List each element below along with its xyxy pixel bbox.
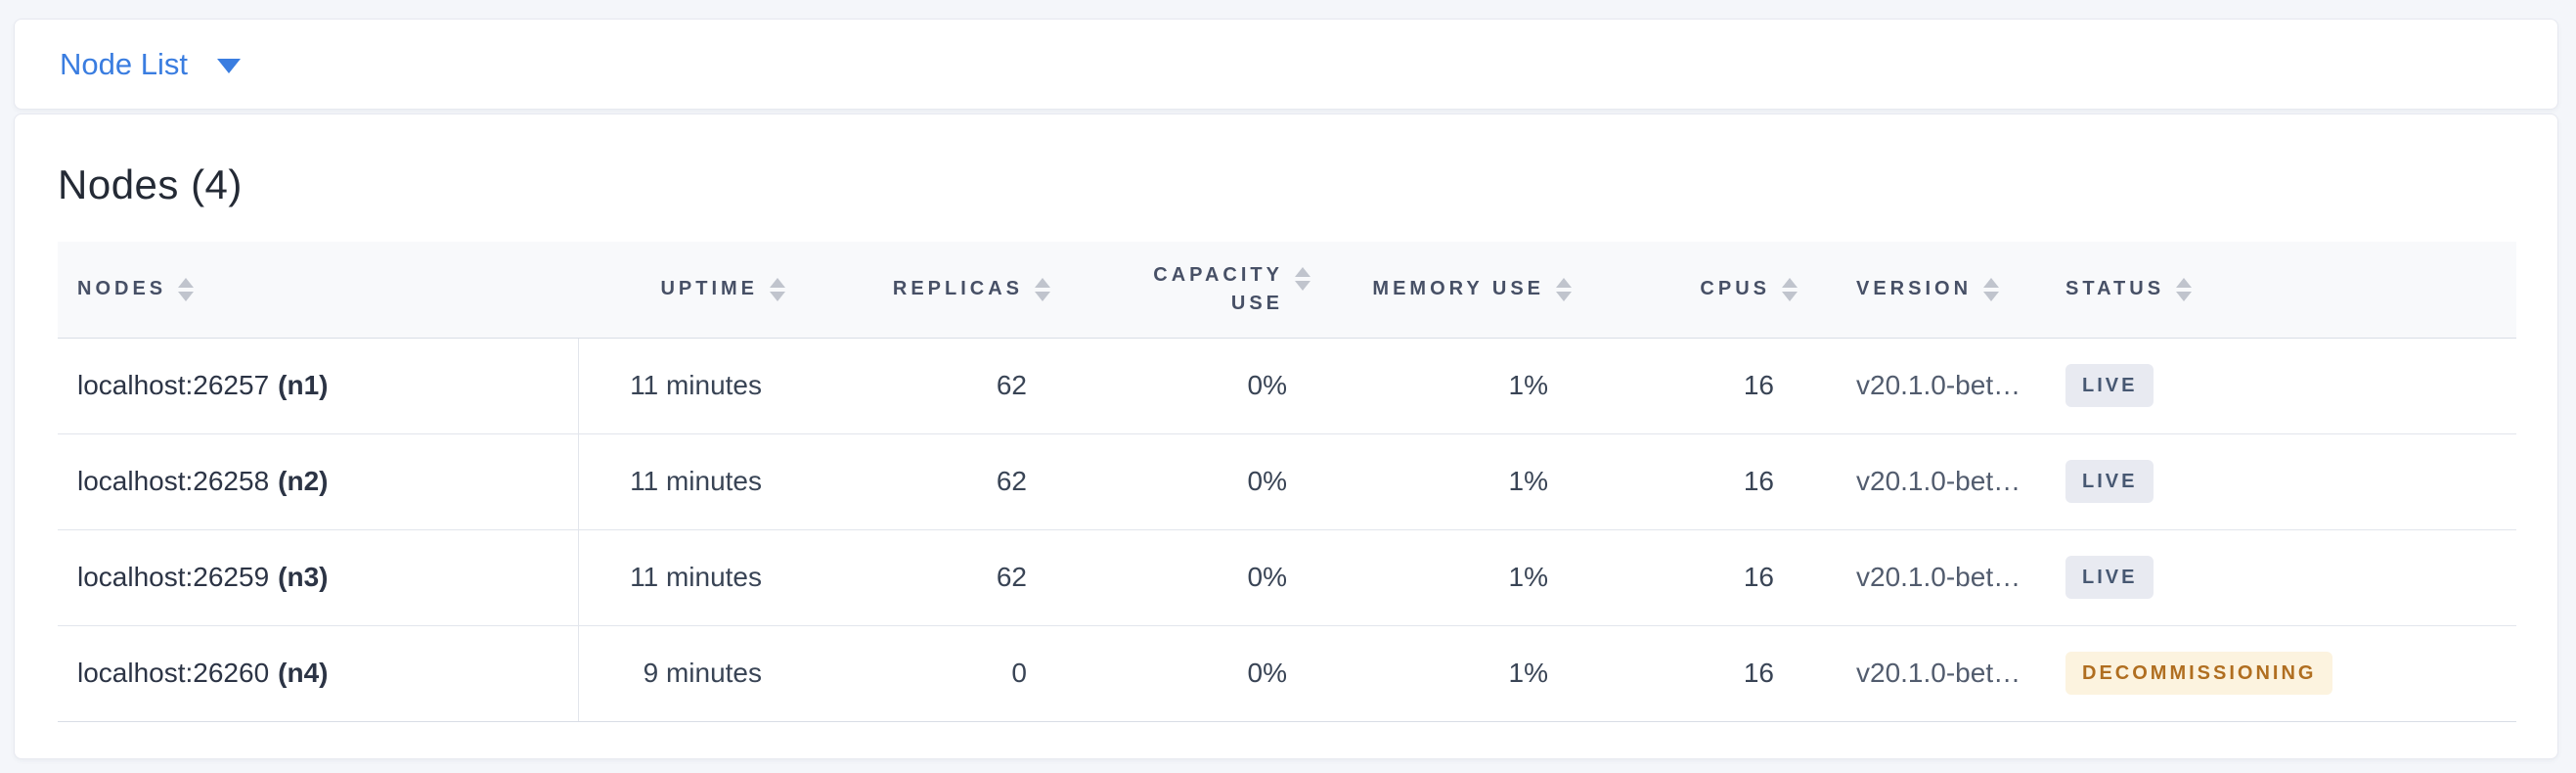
col-header-replicas-label: REPLICAS [892, 278, 1023, 300]
status-badge: LIVE [2065, 460, 2154, 503]
replicas-cell: 62 [805, 432, 1070, 529]
replicas-cell: 62 [805, 338, 1070, 433]
sort-icon [1556, 277, 1572, 301]
sort-icon [178, 277, 195, 301]
capacity-use-cell: 0% [1070, 338, 1330, 433]
sort-icon [1983, 277, 2000, 301]
cpus-cell: 16 [1591, 624, 1817, 722]
col-header-replicas[interactable]: REPLICAS [805, 242, 1070, 339]
col-header-uptime-label: UPTIME [660, 278, 758, 300]
chevron-down-icon [216, 59, 241, 73]
col-header-nodes[interactable]: NODES [58, 242, 578, 339]
memory-use-cell: 1% [1330, 338, 1591, 433]
node-address[interactable]: localhost:26258 [77, 466, 270, 496]
col-header-version-label: VERSION [1856, 278, 1973, 300]
col-header-cpus[interactable]: CPUS [1591, 242, 1817, 339]
version-cell: v20.1.0-bet… [1817, 624, 2026, 722]
sort-icon [2176, 277, 2193, 301]
cpus-cell: 16 [1591, 432, 1817, 529]
col-header-memory-use-label: MEMORY USE [1372, 278, 1544, 300]
col-header-nodes-label: NODES [77, 278, 167, 300]
node-list-dropdown[interactable]: Node List [60, 47, 241, 82]
node-address[interactable]: localhost:26259 [77, 562, 270, 592]
memory-use-cell: 1% [1330, 432, 1591, 529]
memory-use-cell: 1% [1330, 528, 1591, 625]
status-cell: LIVE [2026, 338, 2516, 433]
capacity-use-cell: 0% [1070, 528, 1330, 625]
col-header-version[interactable]: VERSION [1817, 242, 2026, 339]
node-id: (n3) [278, 562, 329, 592]
nodes-panel: Nodes (4) NODES UPTIME [14, 114, 2558, 759]
node-id: (n4) [278, 658, 329, 688]
sort-icon [1295, 266, 1310, 291]
view-selector-bar: Node List [14, 19, 2558, 110]
col-header-status-label: STATUS [2065, 278, 2165, 300]
node-id: (n1) [278, 370, 329, 400]
version-cell: v20.1.0-bet… [1817, 338, 2026, 433]
memory-use-cell: 1% [1330, 624, 1591, 722]
status-cell: LIVE [2026, 528, 2516, 625]
capacity-use-cell: 0% [1070, 432, 1330, 529]
status-badge: DECOMMISSIONING [2065, 652, 2333, 695]
page-title: Nodes (4) [58, 161, 243, 207]
capacity-use-cell: 0% [1070, 624, 1330, 722]
col-header-capacity-use-label: CAPACITY USE [1153, 263, 1283, 314]
col-header-cpus-label: CPUS [1700, 278, 1770, 300]
status-cell: LIVE [2026, 432, 2516, 529]
version-cell: v20.1.0-bet… [1817, 432, 2026, 529]
node-address-cell[interactable]: localhost:26257 (n1) [58, 338, 579, 433]
uptime-cell: 11 minutes [578, 338, 805, 433]
col-header-memory-use[interactable]: MEMORY USE [1330, 242, 1591, 339]
status-badge: LIVE [2065, 556, 2154, 599]
table-row-node-2: localhost:26258 (n2) 11 minutes 62 0% 1% … [58, 432, 2516, 529]
sort-icon [770, 277, 785, 301]
col-header-capacity-use[interactable]: CAPACITY USE [1070, 242, 1330, 339]
table-row-node-3: localhost:26259 (n3) 11 minutes 62 0% 1% … [58, 528, 2516, 625]
node-address[interactable]: localhost:26257 [77, 370, 270, 400]
replicas-cell: 0 [805, 624, 1070, 722]
cpus-cell: 16 [1591, 528, 1817, 625]
node-list-dropdown-label: Node List [60, 46, 188, 81]
table-header-row: NODES UPTIME REPLICAS [58, 242, 2516, 339]
node-address-cell[interactable]: localhost:26260 (n4) [58, 624, 579, 722]
status-badge: LIVE [2065, 364, 2154, 407]
status-cell: DECOMMISSIONING [2026, 624, 2516, 722]
table-row-node-4: localhost:26260 (n4) 9 minutes 0 0% 1% 16… [58, 624, 2516, 722]
uptime-cell: 11 minutes [578, 432, 805, 529]
sort-icon [1035, 277, 1050, 301]
sort-icon [1782, 277, 1798, 301]
table-row-node-1: localhost:26257 (n1) 11 minutes 62 0% 1% … [58, 338, 2516, 433]
node-address-cell[interactable]: localhost:26259 (n3) [58, 528, 579, 625]
col-header-status[interactable]: STATUS [2026, 242, 2516, 339]
uptime-cell: 9 minutes [578, 624, 805, 722]
col-header-uptime[interactable]: UPTIME [578, 242, 805, 339]
version-cell: v20.1.0-bet… [1817, 528, 2026, 625]
cpus-cell: 16 [1591, 338, 1817, 433]
node-address[interactable]: localhost:26260 [77, 658, 270, 688]
node-address-cell[interactable]: localhost:26258 (n2) [58, 432, 579, 529]
nodes-table: NODES UPTIME REPLICAS [58, 242, 2516, 722]
uptime-cell: 11 minutes [578, 528, 805, 625]
node-id: (n2) [278, 466, 329, 496]
replicas-cell: 62 [805, 528, 1070, 625]
